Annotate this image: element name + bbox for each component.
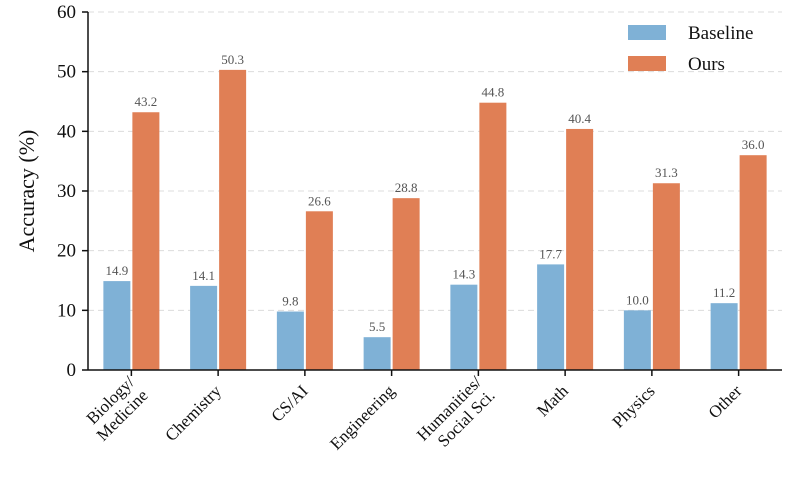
y-tick-label: 60 [57,2,76,23]
y-tick-label: 20 [57,241,76,262]
x-tick-label: CS/AI [268,381,312,425]
x-tick-label: Other [705,381,746,422]
data-label: 36.0 [742,137,765,152]
x-tick-label: Engineering [326,381,399,454]
x-tick-label: Humanities/Social Sci. [413,372,499,458]
y-tick-label: 30 [57,181,76,202]
bar-ours-4 [479,102,507,371]
bar-ours-0 [132,112,160,371]
data-label: 14.9 [106,263,129,278]
x-tick-label: Physics [609,381,659,431]
data-label: 50.3 [221,52,244,67]
legend-label-ours: Ours [688,54,725,75]
bar-baseline-7 [710,303,738,370]
bar-ours-1 [219,69,247,371]
y-tick-label: 50 [57,62,76,83]
data-label: 40.4 [568,111,591,126]
data-label: 44.8 [482,85,505,100]
bar-baseline-0 [103,281,131,370]
bar-ours-2 [305,211,333,370]
legend-swatch-baseline [628,25,666,40]
data-label: 43.2 [135,94,158,109]
bar-ours-7 [739,155,767,370]
y-tick-label: 0 [67,360,77,381]
bar-baseline-2 [276,311,304,370]
legend-swatch-ours [628,56,666,71]
bar-ours-6 [652,183,680,370]
data-label: 10.0 [626,292,649,307]
y-tick-label: 10 [57,300,76,321]
bar-baseline-6 [623,310,651,370]
legend-label-baseline: Baseline [688,23,753,44]
bar-baseline-1 [190,285,218,370]
bar-baseline-3 [363,337,391,370]
data-label: 9.8 [282,294,298,309]
data-label: 31.3 [655,165,678,180]
data-label: 17.7 [539,246,562,261]
data-label: 11.2 [713,285,735,300]
legend: Baseline Ours [628,23,753,75]
y-tick-label: 40 [57,121,76,142]
bar-baseline-4 [450,284,478,370]
bar-ours-3 [392,198,420,370]
data-label: 26.6 [308,193,331,208]
x-tick-label: Biology/Medicine [79,372,151,444]
bar-baseline-5 [537,264,565,370]
bars [103,69,767,371]
data-labels: 14.9 43.2 14.1 50.3 9.8 26.6 5.5 28.8 14.3 44.8 17… [106,52,765,334]
data-label: 14.3 [453,267,476,282]
bar-ours-5 [566,128,594,370]
x-tick-label: Chemistry [161,381,225,445]
data-label: 28.8 [395,180,418,195]
data-label: 14.1 [192,268,215,283]
x-tick-label: Math [533,381,572,420]
data-label: 5.5 [369,319,385,334]
y-axis-title: Accuracy (%) [14,130,39,253]
